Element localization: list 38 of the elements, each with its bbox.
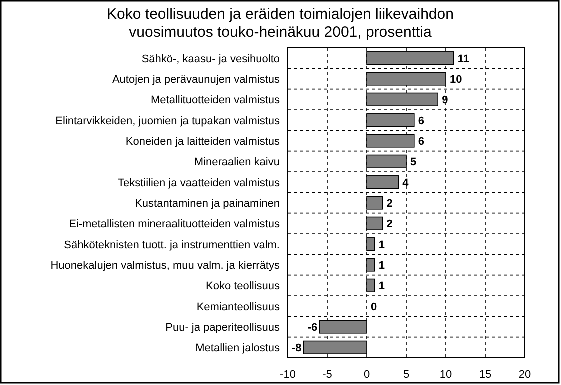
y-tick-label: Koko teollisuus — [206, 280, 280, 293]
data-label: 4 — [402, 177, 410, 190]
y-tick-label: Metallien jalostus — [196, 342, 280, 355]
x-tick-label: -10 — [280, 369, 296, 381]
data-label: 2 — [386, 198, 393, 210]
data-label: 9 — [442, 94, 448, 107]
data-label: 1 — [378, 280, 386, 293]
data-label: 5 — [410, 156, 417, 169]
y-tick-label: Autojen ja perävaunujen valmistus — [112, 74, 280, 86]
chart-title: Koko teollisuuden ja eräiden toimialojen liikevaihdon vuosimuutos touko-heinäkuu 2001, prosenttia — [107, 6, 454, 41]
data-label: -6 — [308, 322, 318, 334]
data-label: -8 — [292, 342, 302, 355]
x-tick-label: 20 — [518, 369, 532, 381]
x-tick-label: 15 — [479, 369, 492, 381]
y-tick-label: Kemianteollisuus — [196, 301, 280, 314]
x-tick-label: 10 — [440, 369, 452, 381]
x-tick-label: 0 — [364, 369, 370, 381]
y-tick-label: Tekstiilien ja vaatteiden valmistus — [118, 177, 280, 190]
data-label: 1 — [378, 260, 386, 272]
y-tick-label: Sähkö-, kaasu- ja vesihuolto — [142, 53, 280, 66]
x-tick-label: 5 — [403, 369, 410, 381]
data-label: 10 — [450, 74, 462, 86]
data-label: 6 — [418, 136, 425, 148]
data-label: 1 — [378, 239, 386, 252]
data-label: 2 — [386, 218, 393, 231]
data-label: 0 — [371, 301, 378, 314]
y-tick-label: Huonekalujen valmistus, muu valm. ja kierrätys — [50, 260, 280, 272]
y-tick-label: Sähköteknisten tuott. ja instrumenttien valm. — [64, 239, 280, 252]
y-tick-label: Metallituotteiden valmistus — [150, 94, 280, 107]
x-tick-label: -5 — [322, 369, 332, 381]
data-label: 11 — [458, 53, 470, 66]
y-tick-label: Elintarvikkeiden, juomien ja tupakan valmistus — [56, 115, 280, 128]
y-tick-label: Mineraalien kaivu — [194, 156, 280, 169]
data-label: 6 — [418, 115, 425, 128]
y-tick-label: Ei-metallisten mineraalituotteiden valmistus — [69, 218, 280, 231]
y-tick-label: Koneiden ja laitteiden valmistus — [126, 136, 280, 148]
y-tick-label: Puu- ja paperiteollisuus — [166, 322, 280, 334]
y-tick-label: Kustantaminen ja painaminen — [135, 198, 280, 210]
